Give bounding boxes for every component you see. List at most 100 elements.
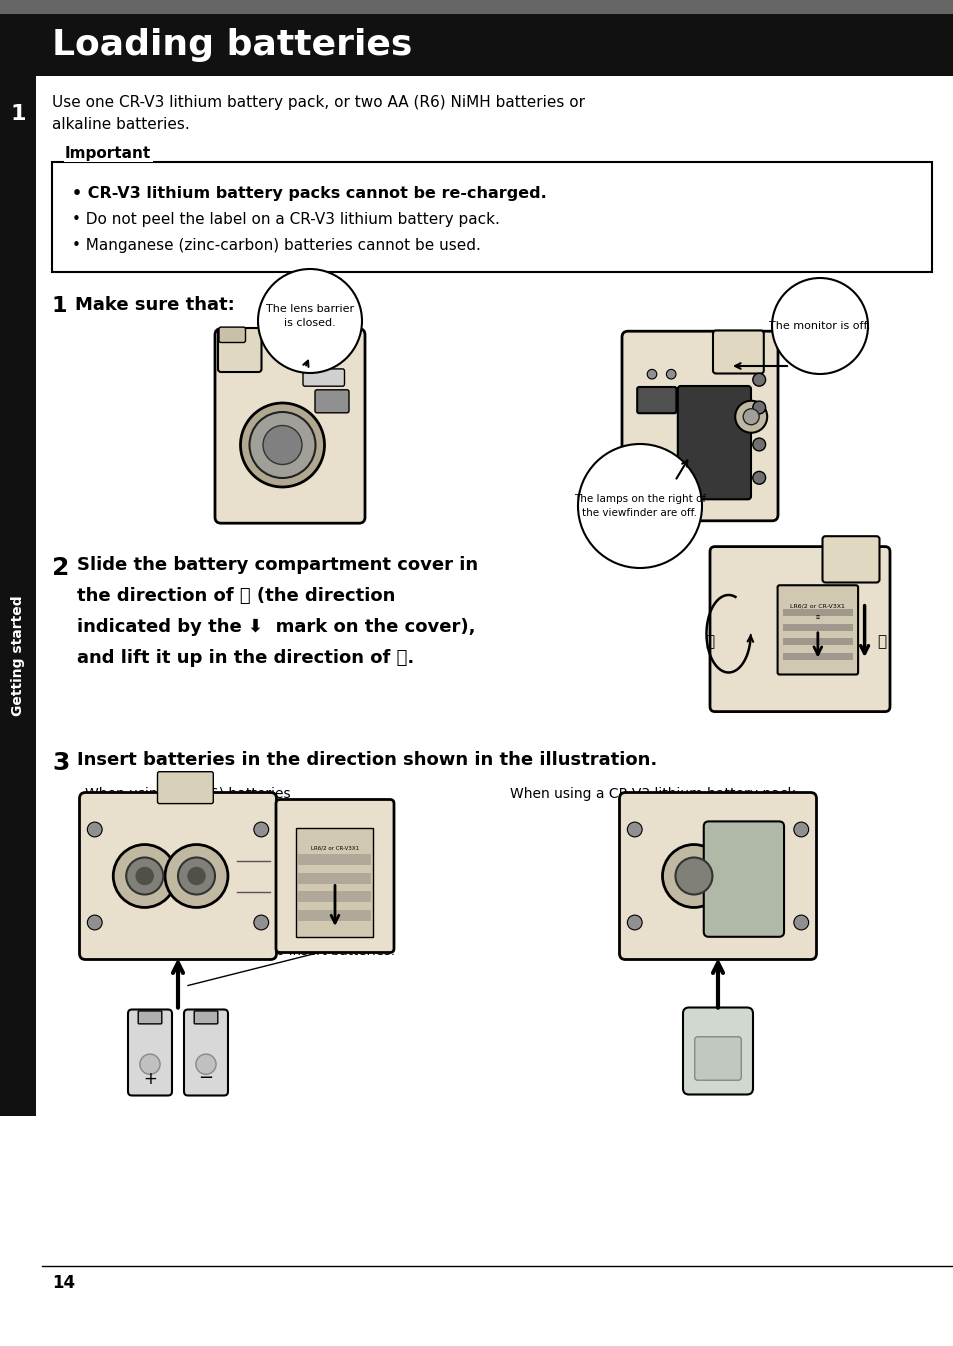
FancyBboxPatch shape: [218, 328, 261, 371]
FancyBboxPatch shape: [677, 386, 750, 499]
Bar: [298, 872, 371, 883]
Bar: [296, 828, 374, 937]
Text: +: +: [143, 1070, 157, 1088]
Circle shape: [250, 412, 315, 478]
Bar: [781, 625, 852, 631]
FancyBboxPatch shape: [128, 1010, 172, 1096]
Circle shape: [253, 915, 269, 930]
Circle shape: [752, 401, 765, 415]
Text: Ⓐ: Ⓐ: [876, 634, 885, 649]
Text: Make sure that:: Make sure that:: [75, 296, 234, 314]
Text: 1: 1: [52, 296, 68, 316]
FancyBboxPatch shape: [709, 546, 889, 712]
Text: When using a CR-V3 lithium battery pack: When using a CR-V3 lithium battery pack: [510, 787, 795, 801]
Text: The monitor is off.: The monitor is off.: [768, 320, 870, 331]
Circle shape: [263, 425, 302, 464]
Text: Important: Important: [65, 145, 152, 162]
Circle shape: [793, 915, 808, 930]
Text: indicated by the ⬇  mark on the cover),: indicated by the ⬇ mark on the cover),: [77, 618, 475, 637]
Circle shape: [627, 822, 641, 837]
FancyBboxPatch shape: [618, 793, 816, 960]
Bar: [781, 653, 852, 660]
Circle shape: [752, 471, 765, 485]
Bar: [52, 162, 931, 272]
Text: LR6/2 or CR-V3X1: LR6/2 or CR-V3X1: [790, 603, 844, 608]
Bar: [0, 0, 953, 13]
FancyBboxPatch shape: [184, 1010, 228, 1096]
Text: Ⓑ: Ⓑ: [704, 634, 714, 649]
Circle shape: [666, 369, 676, 380]
Bar: [781, 610, 852, 616]
Circle shape: [675, 857, 712, 895]
Bar: [298, 910, 371, 921]
Text: the direction of Ⓐ (the direction: the direction of Ⓐ (the direction: [77, 587, 395, 604]
Text: 14: 14: [52, 1275, 75, 1292]
Circle shape: [165, 844, 228, 907]
Circle shape: [627, 915, 641, 930]
FancyBboxPatch shape: [275, 800, 394, 953]
Text: and lift it up in the direction of Ⓑ.: and lift it up in the direction of Ⓑ.: [77, 649, 414, 668]
Text: Insert batteries in the direction shown in the illustration.: Insert batteries in the direction shown …: [77, 751, 657, 769]
Circle shape: [661, 844, 724, 907]
Circle shape: [88, 822, 102, 837]
Bar: [298, 855, 371, 865]
Circle shape: [253, 822, 269, 837]
Circle shape: [257, 269, 361, 373]
Text: Getting started: Getting started: [11, 596, 25, 716]
Circle shape: [187, 867, 206, 886]
Text: −: −: [198, 1070, 213, 1088]
FancyBboxPatch shape: [194, 1011, 217, 1024]
FancyBboxPatch shape: [157, 771, 213, 804]
Text: When using AA (R6) batteries: When using AA (R6) batteries: [85, 787, 291, 801]
Circle shape: [752, 437, 765, 451]
FancyBboxPatch shape: [314, 390, 349, 413]
Circle shape: [240, 402, 324, 487]
Text: 中文: 中文: [815, 615, 820, 619]
Text: • Do not peel the label on a CR-V3 lithium battery pack.: • Do not peel the label on a CR-V3 lithi…: [71, 213, 499, 227]
Bar: [0, 75, 36, 1116]
Circle shape: [752, 373, 765, 386]
FancyBboxPatch shape: [637, 388, 676, 413]
FancyBboxPatch shape: [138, 1011, 162, 1024]
Circle shape: [178, 857, 214, 895]
FancyBboxPatch shape: [303, 369, 344, 386]
FancyBboxPatch shape: [214, 328, 365, 524]
Text: Loading batteries: Loading batteries: [52, 28, 412, 62]
FancyBboxPatch shape: [219, 327, 245, 342]
Circle shape: [742, 409, 759, 425]
Circle shape: [126, 857, 163, 895]
Text: The lamps on the right of
the viewfinder are off.: The lamps on the right of the viewfinder…: [574, 494, 705, 518]
FancyBboxPatch shape: [79, 793, 276, 960]
Text: The lens barrier
is closed.: The lens barrier is closed.: [266, 304, 354, 327]
Circle shape: [113, 844, 176, 907]
Bar: [781, 638, 852, 645]
Circle shape: [735, 401, 766, 433]
Text: Use one CR-V3 lithium battery pack, or two AA (R6) NiMH batteries or
alkaline ba: Use one CR-V3 lithium battery pack, or t…: [52, 96, 584, 132]
Text: • CR-V3 lithium battery packs cannot be re-charged.: • CR-V3 lithium battery packs cannot be …: [71, 186, 546, 201]
Text: 2: 2: [52, 556, 70, 580]
FancyBboxPatch shape: [712, 331, 763, 373]
Circle shape: [140, 1054, 160, 1074]
Bar: [298, 891, 371, 902]
Circle shape: [135, 867, 153, 886]
Text: • Manganese (zinc-carbon) batteries cannot be used.: • Manganese (zinc-carbon) batteries cann…: [71, 238, 480, 253]
Circle shape: [88, 915, 102, 930]
FancyBboxPatch shape: [821, 536, 879, 583]
Circle shape: [771, 279, 867, 374]
Circle shape: [793, 822, 808, 837]
Text: LR6/2 or CR-V3X1: LR6/2 or CR-V3X1: [311, 845, 358, 851]
FancyBboxPatch shape: [682, 1008, 752, 1094]
FancyBboxPatch shape: [777, 586, 857, 674]
Circle shape: [578, 444, 701, 568]
Text: 1: 1: [10, 104, 26, 124]
FancyBboxPatch shape: [703, 821, 783, 937]
Circle shape: [646, 369, 656, 380]
Circle shape: [330, 346, 339, 354]
Bar: [0, 13, 953, 75]
FancyBboxPatch shape: [621, 331, 778, 521]
Circle shape: [195, 1054, 215, 1074]
Text: 3: 3: [52, 751, 70, 775]
FancyBboxPatch shape: [694, 1036, 740, 1081]
Text: There is a mark on the
bottom of the camera
showing the correct
way to insert ba: There is a mark on the bottom of the cam…: [240, 891, 395, 958]
Text: Slide the battery compartment cover in: Slide the battery compartment cover in: [77, 556, 477, 573]
